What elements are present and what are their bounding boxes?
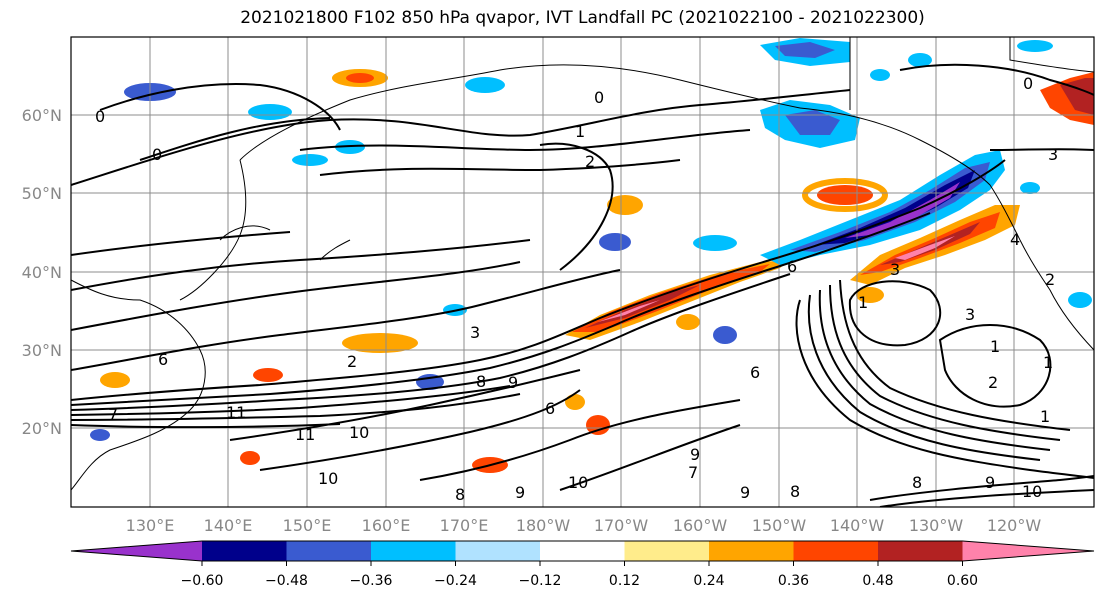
contour-label: 8 (790, 482, 800, 501)
contour-label: 6 (158, 350, 168, 369)
lon-label: 150°W (752, 516, 807, 535)
contour-label: 2 (585, 152, 595, 171)
contour-label: 1 (858, 293, 868, 312)
contour-label: 4 (1010, 230, 1020, 249)
graticule (71, 37, 1094, 507)
contour-label: 0 (152, 145, 162, 164)
contour-label: 8 (476, 372, 486, 391)
contour-label: 3 (470, 323, 480, 342)
colorbar: −0.60 −0.48 −0.36 −0.24 −0.12 0.12 0.24 … (70, 540, 1095, 589)
contour-label: 11 (226, 403, 246, 422)
lat-label: 50°N (22, 184, 62, 203)
lon-label: 150°E (283, 516, 332, 535)
contour-labels: 0 1 2 3 0 0 0 6 2 3 11 11 10 8 10 9 9 6 … (95, 74, 1058, 504)
contour-label: 9 (690, 445, 700, 464)
contour-label: 3 (1048, 145, 1058, 164)
contour-label: 9 (985, 473, 995, 492)
lon-label: 180°W (516, 516, 571, 535)
lon-label: 170°W (594, 516, 649, 535)
colorbar-segment (709, 541, 794, 561)
colorbar-segment (878, 541, 963, 561)
contour-label: 6 (545, 399, 555, 418)
lon-label: 130°E (126, 516, 175, 535)
colorbar-segment (455, 541, 540, 561)
lon-label: 140°E (204, 516, 253, 535)
colorbar-segment (371, 541, 456, 561)
ivt-contours (71, 63, 1094, 507)
contour-label: 0 (95, 107, 105, 126)
colorbar-tick-label: −0.12 (519, 573, 562, 589)
contour-label: 7 (108, 405, 118, 424)
contour-label: 9 (508, 373, 518, 392)
colorbar-segment (202, 541, 287, 561)
contour-label: 2 (347, 352, 357, 371)
contour-label: 1 (1043, 353, 1053, 372)
colorbar-segment (962, 541, 1094, 561)
lon-label: 170°E (440, 516, 489, 535)
colorbar-tick-label: 0.60 (947, 573, 978, 589)
contour-label: 2 (988, 373, 998, 392)
lat-label: 60°N (22, 106, 62, 125)
longitude-labels: 130°E 140°E 150°E 160°E 170°E 180°W 170°… (126, 516, 1042, 535)
contour-label: 10 (318, 469, 338, 488)
colorbar-tick-label: 0.12 (609, 573, 640, 589)
colorbar-segment (286, 541, 371, 561)
colorbar-segment (624, 541, 709, 561)
contour-label: 3 (965, 305, 975, 324)
contour-label: 8 (912, 473, 922, 492)
contour-label: 9 (740, 483, 750, 502)
contour-label: 1 (575, 122, 585, 141)
contour-label: 3 (890, 260, 900, 279)
colorbar-tick-label: −0.48 (265, 573, 308, 589)
contour-label: 10 (1022, 482, 1042, 501)
colorbar-tick-label: 0.48 (862, 573, 893, 589)
lon-label: 160°W (673, 516, 728, 535)
colorbar-segment (71, 541, 202, 561)
colorbar-tick-label: −0.24 (434, 573, 477, 589)
contour-label: 1 (990, 337, 1000, 356)
lon-label: 160°E (362, 516, 411, 535)
latitude-labels: 60°N 50°N 40°N 30°N 20°N (22, 106, 62, 438)
contour-label: 0 (1023, 74, 1033, 93)
lon-label: 140°W (830, 516, 885, 535)
colorbar-tick-label: 0.24 (693, 573, 724, 589)
colorbar-segment (540, 541, 625, 561)
colorbar-segment (793, 541, 878, 561)
colorbar-tick-label: −0.36 (350, 573, 393, 589)
lon-label: 120°W (987, 516, 1042, 535)
lat-label: 20°N (22, 419, 62, 438)
contour-label: 8 (455, 485, 465, 504)
lat-label: 30°N (22, 341, 62, 360)
contour-label: 1 (1040, 407, 1050, 426)
lat-label: 40°N (22, 263, 62, 282)
contour-label: 6 (750, 363, 760, 382)
contour-label: 0 (594, 88, 604, 107)
contour-label: 7 (688, 463, 698, 482)
colorbar-tick-label: 0.36 (778, 573, 809, 589)
coastlines (71, 37, 1094, 491)
contour-label: 2 (1045, 270, 1055, 289)
map-border (70, 36, 1095, 508)
map-title: 2021021800 F102 850 hPa qvapor, IVT Land… (240, 8, 925, 28)
contour-label: 6 (787, 257, 797, 276)
colorbar-tick-label: −0.60 (181, 573, 224, 589)
contour-label: 9 (515, 483, 525, 502)
contour-label: 10 (568, 473, 588, 492)
contour-label: 10 (349, 423, 369, 442)
contour-label: 11 (295, 425, 315, 444)
lon-label: 130°W (909, 516, 964, 535)
